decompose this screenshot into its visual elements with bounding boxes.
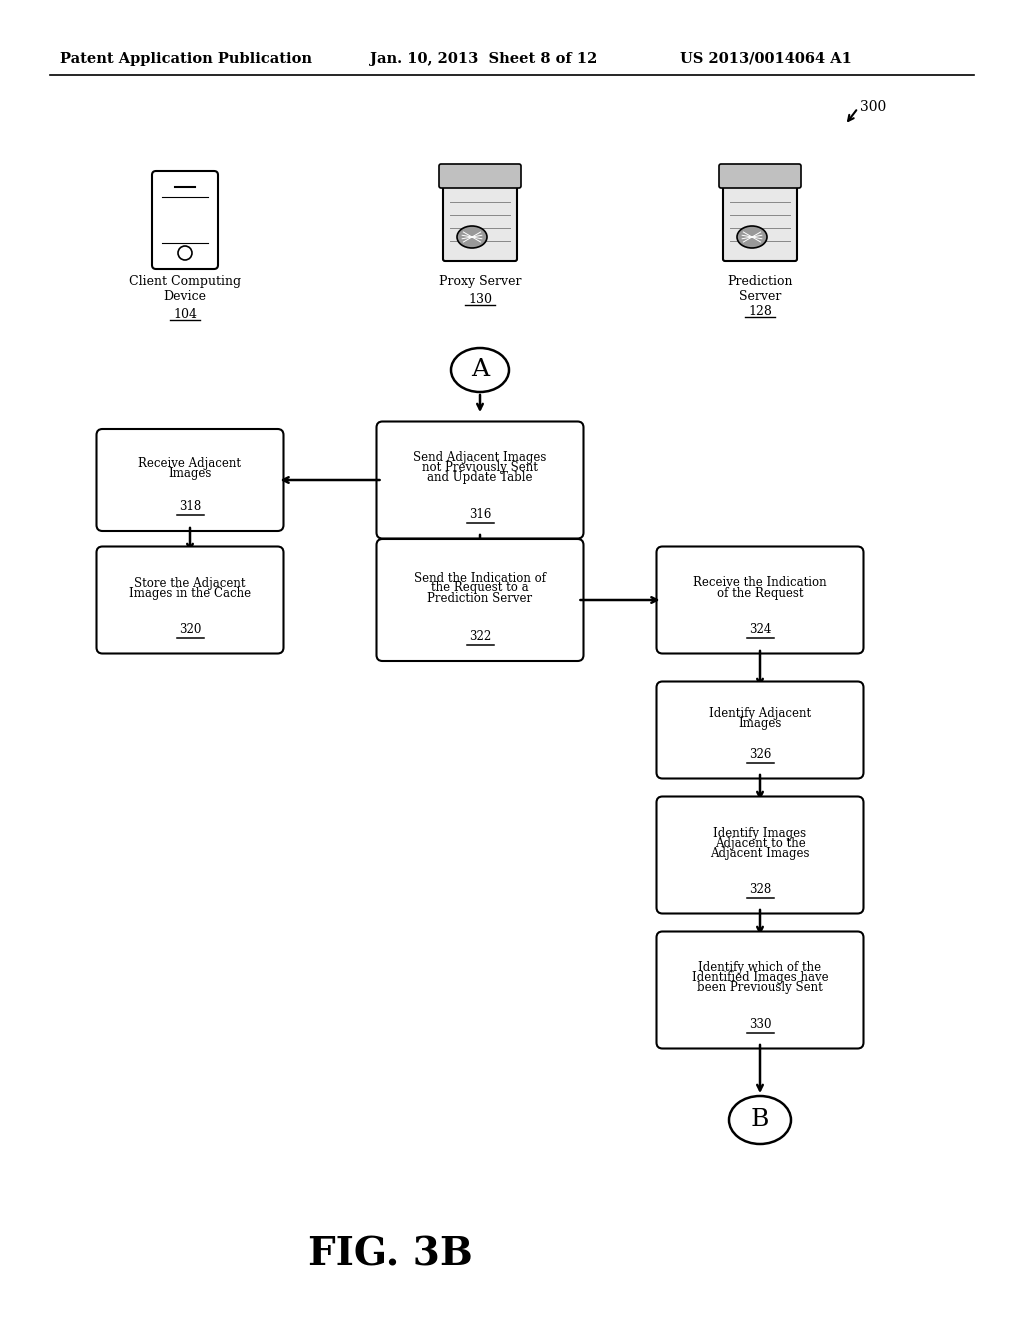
Text: Identify Adjacent: Identify Adjacent [709,706,811,719]
FancyBboxPatch shape [377,539,584,661]
Text: 322: 322 [469,631,492,644]
Text: the Request to a: the Request to a [431,582,528,594]
Text: Prediction
Server: Prediction Server [727,275,793,304]
Text: Adjacent Images: Adjacent Images [711,846,810,859]
Text: 328: 328 [749,883,771,896]
Ellipse shape [457,226,487,248]
FancyBboxPatch shape [152,172,218,269]
FancyBboxPatch shape [96,546,284,653]
FancyBboxPatch shape [656,546,863,653]
Text: of the Request: of the Request [717,586,803,599]
FancyBboxPatch shape [377,421,584,539]
Text: Receive Adjacent: Receive Adjacent [138,457,242,470]
Text: 128: 128 [749,305,772,318]
Text: US 2013/0014064 A1: US 2013/0014064 A1 [680,51,852,66]
Text: 316: 316 [469,508,492,521]
Text: Images: Images [168,466,212,479]
Text: Store the Adjacent: Store the Adjacent [134,577,246,590]
Text: 300: 300 [860,100,886,114]
Ellipse shape [729,1096,791,1144]
Text: Images in the Cache: Images in the Cache [129,586,251,599]
Text: Client Computing
Device: Client Computing Device [129,275,241,304]
Text: 330: 330 [749,1018,771,1031]
Text: Adjacent to the: Adjacent to the [715,837,805,850]
Text: Patent Application Publication: Patent Application Publication [60,51,312,66]
Text: been Previously Sent: been Previously Sent [697,982,823,994]
FancyBboxPatch shape [656,796,863,913]
Text: 320: 320 [179,623,201,636]
Text: not Previously Sent: not Previously Sent [422,462,538,474]
FancyBboxPatch shape [96,429,284,531]
Ellipse shape [737,226,767,248]
Text: Send the Indication of: Send the Indication of [414,572,546,585]
Text: FIG. 3B: FIG. 3B [307,1236,472,1272]
Text: Identified Images have: Identified Images have [691,972,828,985]
Text: 130: 130 [468,293,492,306]
FancyBboxPatch shape [656,932,863,1048]
Text: and Update Table: and Update Table [427,471,532,484]
Text: B: B [751,1109,769,1131]
FancyBboxPatch shape [439,164,521,187]
Text: Identify Images: Identify Images [714,826,807,840]
Text: Jan. 10, 2013  Sheet 8 of 12: Jan. 10, 2013 Sheet 8 of 12 [370,51,597,66]
FancyBboxPatch shape [719,164,801,187]
Text: Receive the Indication: Receive the Indication [693,577,826,590]
Text: 104: 104 [173,308,197,321]
Text: Images: Images [738,717,781,730]
Text: 318: 318 [179,500,201,513]
FancyBboxPatch shape [443,169,517,261]
Text: Prediction Server: Prediction Server [427,591,532,605]
FancyBboxPatch shape [656,681,863,779]
Text: 326: 326 [749,748,771,762]
Text: A: A [471,359,489,381]
Text: 324: 324 [749,623,771,636]
Text: Identify which of the: Identify which of the [698,961,821,974]
Ellipse shape [451,348,509,392]
FancyBboxPatch shape [723,169,797,261]
Text: Send Adjacent Images: Send Adjacent Images [414,451,547,465]
Text: Proxy Server: Proxy Server [438,275,521,288]
